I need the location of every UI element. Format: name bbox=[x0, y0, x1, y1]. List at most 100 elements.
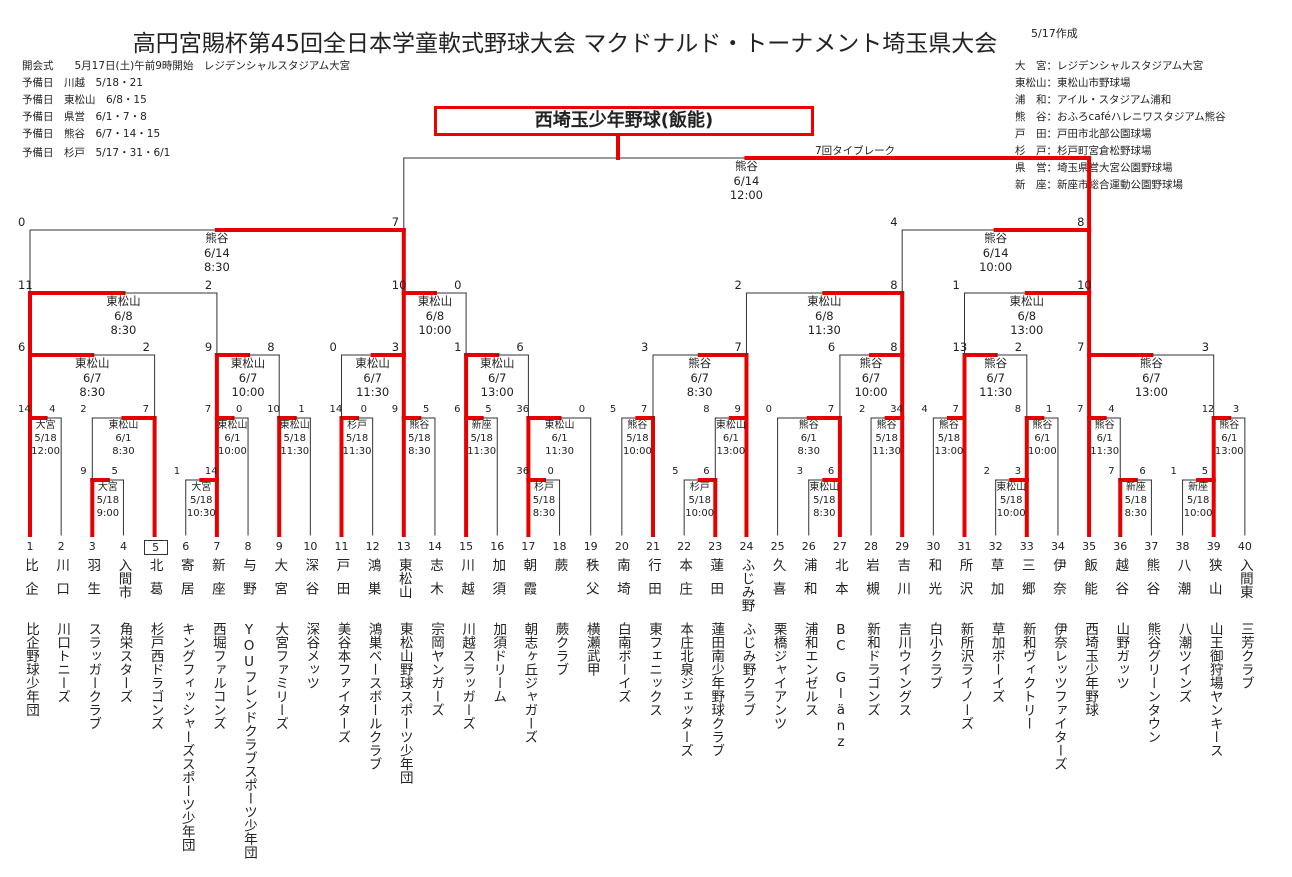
team-name: 朝志ヶ丘ジャガーズ bbox=[521, 622, 538, 744]
team-name: キングフィッシャーズスポーツ少年団 bbox=[178, 622, 195, 852]
score-right: 0 bbox=[360, 404, 368, 415]
match-time: 8:30 bbox=[813, 508, 836, 519]
team-region: 入間東 bbox=[1236, 558, 1253, 599]
match-venue: 熊谷 bbox=[1219, 420, 1240, 431]
score-left: 14 bbox=[329, 404, 343, 415]
team-number: 7 bbox=[213, 540, 221, 553]
team-number: 21 bbox=[646, 540, 660, 553]
team-region: 南埼 bbox=[613, 558, 630, 605]
score-right: 1 bbox=[1045, 404, 1053, 415]
match-date: 6/14 bbox=[982, 245, 1009, 260]
team-number: 16 bbox=[490, 540, 505, 553]
match-venue: 熊谷 bbox=[688, 356, 712, 370]
schedule-line: 予備日 東松山 6/8・15 bbox=[22, 94, 147, 106]
match-time: 11:30 bbox=[356, 385, 390, 399]
match-venue: 東松山 bbox=[75, 356, 110, 370]
match-time: 10:00 bbox=[979, 260, 1013, 274]
score-right: 8 bbox=[1077, 215, 1085, 229]
match-date: 5/18 bbox=[813, 495, 836, 506]
score-right: 5 bbox=[1201, 466, 1209, 477]
match-venue: 東松山 bbox=[279, 420, 310, 431]
team-number: 9 bbox=[275, 540, 283, 553]
score-left: 0 bbox=[329, 340, 337, 354]
team-region: 熊谷 bbox=[1143, 558, 1160, 605]
team-name: ふじみ野クラブ bbox=[739, 622, 756, 717]
team-number: 32 bbox=[988, 540, 1003, 553]
match-time: 10:00 bbox=[685, 508, 715, 519]
match-time: 8:30 bbox=[532, 508, 556, 519]
match-time: 8:30 bbox=[686, 385, 713, 399]
score-left: 11 bbox=[18, 278, 33, 292]
match-time: 11:30 bbox=[467, 446, 497, 457]
score-left: 3 bbox=[641, 340, 649, 354]
match-date: 6/14 bbox=[733, 173, 760, 188]
match-venue: 熊谷 bbox=[938, 420, 959, 431]
team-region: 行田 bbox=[645, 558, 661, 605]
match-venue: 大宮 bbox=[97, 482, 118, 493]
team-region: 秩父 bbox=[582, 558, 599, 605]
team-number: 14 bbox=[427, 540, 442, 553]
match-date: 5/18 bbox=[96, 495, 120, 506]
score-left: 4 bbox=[921, 404, 928, 415]
team-number: 36 bbox=[1113, 540, 1128, 553]
team-number: 12 bbox=[365, 540, 380, 553]
score-right: 3 bbox=[1014, 466, 1022, 477]
match-date: 5/18 bbox=[626, 433, 649, 444]
team-name: 熊谷グリーンタウン bbox=[1144, 622, 1161, 744]
team-name: 宗岡ヤンガーズ bbox=[427, 622, 444, 717]
schedule-line: 予備日 県営 6/1・7・8 bbox=[22, 111, 147, 123]
team-name: 栗橋ジャイアンツ bbox=[770, 622, 787, 730]
venue-line: 杉 戸：杉戸町宮倉松野球場 bbox=[1015, 145, 1152, 157]
match-date: 5/18 bbox=[688, 495, 711, 506]
team-number: 10 bbox=[303, 540, 318, 553]
score-left: 5 bbox=[609, 404, 617, 415]
match-date: 6/1 bbox=[1096, 433, 1113, 444]
match-date: 5/18 bbox=[34, 433, 57, 444]
match-date: 6/7 bbox=[861, 370, 881, 385]
match-date: 6/1 bbox=[1221, 433, 1238, 444]
team-name: BC Glänz bbox=[832, 622, 849, 750]
team-number: 22 bbox=[677, 540, 692, 553]
score-right: 7 bbox=[391, 215, 400, 229]
team-name: 新和ヴィクトリー bbox=[1019, 622, 1036, 730]
team-number: 34 bbox=[1050, 540, 1065, 553]
match-date: 6/7 bbox=[1142, 370, 1161, 385]
score-left: 36 bbox=[516, 466, 530, 477]
match-date: 6/1 bbox=[800, 433, 817, 444]
match-venue: 東松山 bbox=[217, 420, 248, 431]
team-region: 志木 bbox=[426, 558, 443, 605]
team-region: 吉川 bbox=[894, 558, 911, 605]
champion-box: 西埼玉少年野球(飯能) bbox=[434, 106, 814, 136]
score-left: 4 bbox=[890, 215, 898, 229]
team-number: 39 bbox=[1206, 540, 1221, 553]
match-time: 8:30 bbox=[203, 260, 230, 274]
match-time: 10:00 bbox=[1027, 446, 1057, 457]
team-number: 25 bbox=[770, 540, 785, 553]
match-venue: 熊谷 bbox=[984, 231, 1008, 245]
match-time: 13:00 bbox=[716, 446, 746, 457]
team-name: 浦和エンゼルス bbox=[801, 622, 818, 717]
team-region: 飯能 bbox=[1081, 558, 1098, 605]
match-venue: 東松山 bbox=[480, 356, 515, 370]
score-right: 3 bbox=[1232, 404, 1240, 415]
score-right: 7 bbox=[952, 404, 959, 415]
score-left: 36 bbox=[516, 404, 530, 415]
score-left: 2 bbox=[983, 466, 991, 477]
match-time: 10:00 bbox=[418, 323, 452, 337]
score-right: 10 bbox=[1077, 278, 1092, 292]
team-region: 浦和 bbox=[800, 558, 817, 605]
venue-line: 大 宮：レジデンシャルスタジアム大宮 bbox=[1015, 60, 1204, 72]
team-number: 19 bbox=[583, 540, 598, 553]
team-region: 北本 bbox=[831, 558, 848, 605]
match-time: 13:00 bbox=[1010, 323, 1044, 337]
match-date: 5/18 bbox=[999, 495, 1023, 506]
team-number: 13 bbox=[396, 540, 411, 553]
match-date: 5/18 bbox=[190, 495, 213, 506]
team-region: 新座 bbox=[208, 558, 225, 605]
team-number: 38 bbox=[1175, 540, 1190, 553]
team-region: 加須 bbox=[489, 558, 506, 605]
team-name: 白小クラブ bbox=[926, 622, 943, 690]
match-time: 10:00 bbox=[231, 385, 265, 399]
team-number: 1 bbox=[26, 540, 34, 553]
match-venue: 熊谷 bbox=[876, 420, 897, 431]
